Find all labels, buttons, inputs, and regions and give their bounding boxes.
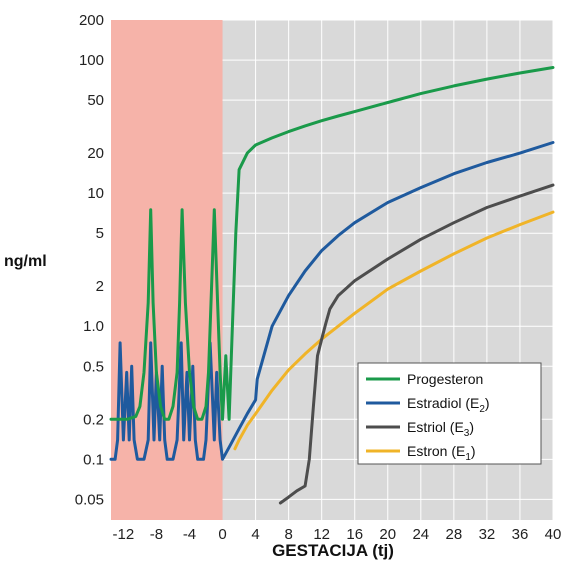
legend-entry: Estradiol (E2) xyxy=(407,395,490,415)
y-tick-label: 10 xyxy=(87,185,104,202)
y-tick-label: 5 xyxy=(96,225,104,242)
y-tick-label: 0.1 xyxy=(83,451,104,468)
y-tick-label: 0.05 xyxy=(75,491,104,508)
series-line-progesteron xyxy=(109,66,555,421)
x-tick-label: -4 xyxy=(183,526,196,543)
y-tick-label: 100 xyxy=(79,52,104,69)
legend-entry: Estron (E1) xyxy=(407,443,476,463)
x-axis-ticks: -12 -8 -4 0 4 8 12 16 20 24 28 32 36 40 xyxy=(113,526,561,543)
series-line-estradiol-e2 xyxy=(109,141,555,461)
y-axis-label: ng/ml xyxy=(4,253,47,270)
y-tick-label: 1.0 xyxy=(83,318,104,335)
y-tick-label: 200 xyxy=(79,12,104,29)
y-tick-label: 0.5 xyxy=(83,358,104,375)
x-tick-label: 0 xyxy=(218,526,226,543)
series-line-estriol-e3 xyxy=(278,183,555,505)
x-tick-label: -12 xyxy=(113,526,135,543)
x-tick-label: 40 xyxy=(545,526,561,543)
legend-entry: Estriol (E3) xyxy=(407,419,474,439)
x-axis-label: GESTACIJA (tj) xyxy=(272,541,394,560)
x-tick-label: 8 xyxy=(284,526,292,543)
x-tick-label: 20 xyxy=(379,526,396,543)
y-tick-label: 0.2 xyxy=(83,411,104,428)
y-tick-label: 50 xyxy=(87,92,104,109)
y-tick-label: 20 xyxy=(87,145,104,162)
legend: Progesteron Estradiol (E2) Estriol (E3) Est… xyxy=(357,362,542,465)
x-tick-label: 12 xyxy=(313,526,330,543)
x-tick-label: 32 xyxy=(479,526,496,543)
series-lines xyxy=(109,66,555,505)
x-tick-label: 36 xyxy=(512,526,529,543)
series-line-estron-e1 xyxy=(233,210,555,451)
x-tick-label: 4 xyxy=(251,526,259,543)
x-tick-label: 28 xyxy=(446,526,463,543)
x-tick-label: -8 xyxy=(150,526,163,543)
y-tick-label: 2 xyxy=(96,278,104,295)
y-axis-ticks: 0.05 0.1 0.2 0.5 1.0 2 5 10 20 50 100 200 xyxy=(75,12,104,508)
legend-entry: Progesteron xyxy=(407,371,483,387)
x-tick-label: 24 xyxy=(412,526,429,543)
x-tick-label: 16 xyxy=(346,526,363,543)
